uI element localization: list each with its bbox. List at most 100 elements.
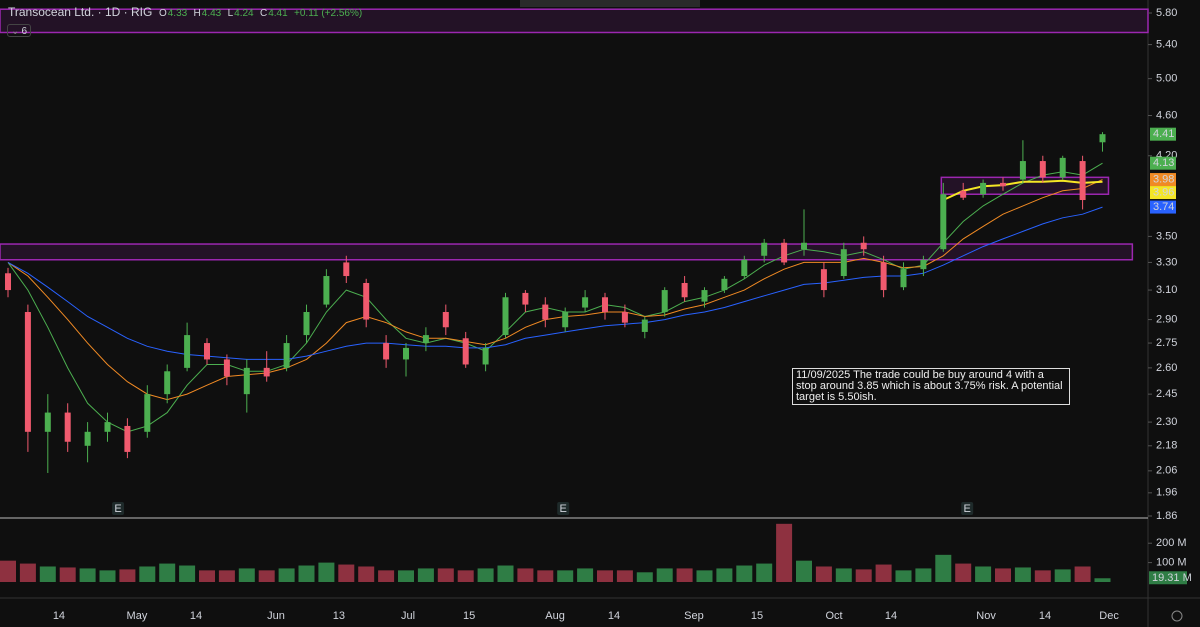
ohlc-value: 4.24 — [234, 8, 254, 19]
candle-body — [5, 273, 11, 291]
candle-body — [840, 249, 847, 277]
last-value-label: 3.74 — [1153, 201, 1174, 213]
symbol-title: Transocean Ltd. · 1D · RIG — [8, 5, 153, 19]
volume-bar — [895, 570, 912, 582]
candle — [502, 292, 509, 339]
candle-body — [562, 312, 569, 328]
candle-body — [104, 422, 111, 432]
volume-bar — [696, 570, 713, 582]
candle-body — [860, 242, 867, 250]
candle — [721, 276, 728, 293]
last-value-box — [1150, 186, 1176, 200]
candle-body — [24, 312, 31, 432]
x-tick-label: Oct — [825, 610, 842, 622]
top-tab[interactable] — [520, 0, 700, 7]
volume-last-box — [1149, 571, 1187, 585]
ohlc-key: O — [158, 8, 167, 19]
candle — [363, 278, 370, 328]
y-tick-label: 2.30 — [1156, 416, 1177, 428]
y-tick-label: 3.30 — [1156, 256, 1177, 268]
volume-bar — [915, 568, 932, 582]
candle-body — [1079, 161, 1086, 201]
volume-bar — [557, 570, 574, 582]
candle-body — [184, 335, 191, 368]
earnings-badge — [557, 502, 570, 515]
x-tick-label: 13 — [333, 610, 345, 622]
volume-bar — [676, 568, 693, 582]
candle-body — [641, 319, 648, 332]
y-tick-label: 2.18 — [1156, 440, 1177, 452]
candle-body — [363, 282, 370, 320]
x-tick-label: Aug — [545, 610, 565, 622]
earnings-label: E — [964, 503, 971, 515]
candle-body — [482, 347, 489, 365]
x-tick-label: 14 — [608, 610, 620, 622]
earnings-label: E — [114, 503, 121, 515]
candle — [64, 403, 71, 452]
candle-body — [980, 182, 987, 195]
candle-body — [263, 367, 270, 377]
candle — [403, 343, 409, 377]
volume-bar — [875, 564, 892, 582]
candle — [761, 238, 768, 263]
y-tick-label: 5.40 — [1156, 39, 1177, 51]
y-tick-label: 3.50 — [1156, 230, 1177, 242]
last-value-box — [1150, 200, 1176, 214]
candle-body — [741, 259, 748, 277]
candle-body — [522, 292, 529, 305]
candle-body — [1059, 157, 1066, 178]
candle — [602, 292, 608, 320]
candle-body — [1099, 134, 1106, 143]
legend-header: Transocean Ltd. · 1D · RIG O4.33 H4.43 L… — [8, 5, 365, 19]
candle — [104, 412, 111, 442]
ohlc-key: L — [227, 8, 234, 19]
candle-body — [761, 242, 768, 256]
earnings-badge — [112, 502, 125, 515]
candle — [1019, 140, 1026, 183]
candle-body — [243, 367, 250, 395]
candle-body — [920, 259, 927, 270]
candle — [442, 304, 449, 336]
volume-bar — [815, 566, 832, 582]
candle — [5, 267, 11, 298]
volume-bar — [1054, 569, 1071, 582]
volume-bar — [457, 570, 474, 582]
earnings-label: E — [560, 503, 567, 515]
candle — [1079, 155, 1086, 210]
candle — [303, 304, 310, 344]
volume-bar — [258, 570, 275, 582]
last-value-label: 4.41 — [1153, 128, 1174, 140]
candle — [144, 385, 151, 438]
candle — [24, 304, 31, 452]
ohlc-value: 4.41 — [268, 8, 288, 19]
candle — [164, 364, 171, 404]
volume-bar — [19, 563, 36, 582]
candle-body — [602, 297, 608, 313]
ohlc-key: H — [193, 8, 201, 19]
volume-bar — [159, 563, 176, 582]
candle — [701, 287, 708, 308]
volume-bar — [59, 567, 76, 582]
candle-body — [801, 242, 807, 250]
volume-bar — [855, 569, 872, 582]
candle-body — [323, 276, 330, 305]
candle — [801, 209, 807, 256]
volume-tick-label: 200 M — [1156, 537, 1187, 549]
candle — [542, 297, 549, 328]
candle-body — [1000, 182, 1006, 187]
price-zone — [0, 243, 1134, 261]
volume-bar — [656, 568, 673, 582]
indicator-toggle[interactable]: ⌄ 6 — [7, 24, 31, 37]
candle — [263, 351, 270, 382]
x-tick-label: 14 — [885, 610, 897, 622]
settings-icon[interactable] — [1171, 610, 1183, 622]
x-tick-label: Nov — [976, 610, 996, 622]
candle-body — [820, 269, 827, 291]
candle-body — [442, 312, 449, 328]
candle — [661, 287, 668, 317]
y-tick-label: 2.60 — [1156, 362, 1177, 374]
moving-average — [7, 162, 1103, 433]
volume-tick-label: 100 M — [1156, 557, 1187, 569]
